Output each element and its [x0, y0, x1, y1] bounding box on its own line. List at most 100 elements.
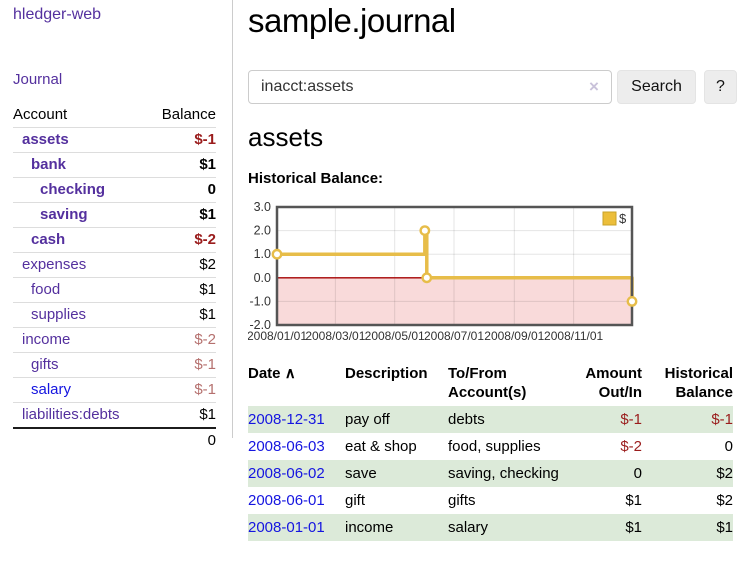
help-button[interactable]: ?	[704, 70, 737, 104]
clear-search-icon[interactable]: ×	[589, 77, 599, 96]
account-link[interactable]: income	[22, 331, 71, 348]
account-balance: $1	[147, 302, 216, 328]
chart-canvas: $3.0 2.0 1.0 0.0 -1.0 -2.02008/01/012008/03/0…	[247, 200, 638, 343]
transaction-date-link[interactable]: 2008-06-03	[248, 438, 325, 455]
account-heading: assets	[248, 122, 324, 152]
transaction-accounts: saving, checking	[448, 465, 559, 482]
transaction-date-link[interactable]: 2008-12-31	[248, 411, 325, 428]
account-balance: $1	[147, 402, 216, 428]
historical-balance-chart: $3.0 2.0 1.0 0.0 -1.0 -2.0 2008/01/01 2008/03/0…	[247, 197, 742, 349]
account-balance: 0	[147, 177, 216, 203]
account-link[interactable]: saving	[40, 206, 88, 223]
account-link[interactable]: checking	[40, 181, 106, 198]
transaction-amount: $1	[625, 519, 642, 536]
transaction-accounts: gifts	[448, 492, 476, 509]
accounts-total-value: 0	[147, 427, 216, 453]
y-axis-tick-label: 0.0	[254, 271, 271, 285]
y-axis-tick-label: 3.0	[254, 200, 271, 214]
transaction-amount: $1	[625, 492, 642, 509]
x-axis-tick-label: 2008/11/01	[544, 329, 603, 343]
search-button[interactable]: Search	[617, 70, 696, 104]
transaction-description: income	[345, 519, 394, 536]
app-brand-link[interactable]: hledger-web	[13, 6, 102, 23]
account-link[interactable]: salary	[31, 381, 72, 398]
account-row: supplies $1	[13, 302, 216, 328]
account-balance: $2	[147, 252, 216, 278]
y-axis-tick-label: -1.0	[249, 294, 271, 308]
account-row: assets $-1	[13, 127, 216, 153]
account-row: saving $1	[13, 202, 216, 228]
account-row: income $-2	[13, 327, 216, 353]
transaction-description: gift	[345, 492, 366, 509]
transaction-balance: 0	[724, 438, 733, 455]
account-link[interactable]: expenses	[22, 256, 87, 273]
register-row: 2008-12-31 pay off debts $-1 $-1	[248, 406, 733, 433]
account-row: bank $1	[13, 152, 216, 178]
account-link[interactable]: bank	[31, 156, 67, 173]
account-balance: $1	[147, 202, 216, 228]
x-axis-tick-label: 2008/01/01	[248, 329, 307, 343]
account-row: liabilities:debts $1	[13, 402, 216, 428]
account-link[interactable]: supplies	[31, 306, 87, 323]
accounts-total-row: 0	[13, 427, 216, 453]
register-header-description: Description	[345, 365, 428, 382]
transaction-balance: $1	[716, 519, 733, 536]
transaction-description: save	[345, 465, 377, 482]
x-axis-tick-label: 2008/07/01	[424, 329, 484, 343]
search-bar: × Search ?	[248, 70, 742, 104]
transaction-date-link[interactable]: 2008-06-01	[248, 492, 325, 509]
account-balance: $1	[147, 152, 216, 178]
account-balance: $-1	[147, 352, 216, 378]
data-point-marker	[421, 272, 433, 284]
account-row: expenses $2	[13, 252, 216, 278]
account-balance: $-1	[147, 127, 216, 153]
transaction-balance: $2	[716, 492, 733, 509]
transaction-description: eat & shop	[345, 438, 417, 455]
transaction-amount: $-1	[620, 411, 642, 428]
x-axis-tick-label: 2008/03/01	[305, 329, 365, 343]
transaction-balance: $-1	[711, 411, 733, 428]
data-point-marker	[626, 296, 638, 307]
register-row: 2008-06-01 gift gifts $1 $2	[248, 487, 733, 514]
register-row: 2008-01-01 income salary $1 $1	[248, 514, 733, 541]
register-header-account: To/From Account(s)	[448, 365, 527, 401]
plot-border	[275, 205, 634, 327]
y-axis-tick-label: 1.0	[254, 247, 271, 261]
register-header-row: Date ∧ Description To/From Account(s) Am…	[248, 360, 733, 406]
search-input[interactable]	[248, 70, 612, 104]
data-point-marker	[419, 225, 431, 236]
y-axis-tick-label: -2.0	[249, 318, 271, 332]
accounts-header-balance: Balance	[161, 106, 216, 123]
account-balance: $1	[147, 277, 216, 303]
page-title: sample.journal	[248, 2, 456, 39]
account-balance: $-1	[147, 377, 216, 403]
account-balance: $-2	[147, 327, 216, 353]
register-header-balance: Historical Balance	[664, 365, 733, 401]
accounts-header-account: Account	[13, 106, 68, 123]
negative-region	[277, 277, 632, 325]
account-row: cash $-2	[13, 227, 216, 253]
transaction-description: pay off	[345, 411, 390, 428]
main-content: sample.journal × Search ? assets Histori…	[247, 0, 742, 582]
account-link[interactable]: cash	[31, 231, 66, 248]
transaction-date-link[interactable]: 2008-01-01	[248, 519, 325, 536]
transaction-amount: 0	[633, 465, 642, 482]
x-axis-tick-label: 2008/05/01	[365, 329, 425, 343]
transaction-amount: $-2	[620, 438, 642, 455]
account-balance: $-2	[147, 227, 216, 253]
account-link[interactable]: gifts	[31, 356, 59, 373]
account-link[interactable]: food	[31, 281, 61, 298]
account-row: checking 0	[13, 177, 216, 203]
register-header-date[interactable]: Date ∧	[248, 365, 296, 382]
sidebar-item-journal[interactable]: Journal	[13, 71, 63, 88]
x-axis-tick-label: 2008/09/01	[484, 329, 544, 343]
transaction-date-link[interactable]: 2008-06-02	[248, 465, 325, 482]
account-link[interactable]: assets	[22, 131, 69, 148]
account-link[interactable]: liabilities:debts	[22, 406, 120, 423]
accounts-total-spacer	[13, 427, 148, 453]
transaction-balance: $2	[716, 465, 733, 482]
register-row: 2008-06-03 eat & shop food, supplies $-2 0	[248, 433, 733, 460]
accounts-header-row: Account Balance	[13, 103, 216, 128]
accounts-table: Account Balance assets $-1 bank $1 checking 0…	[13, 103, 216, 453]
y-axis-tick-label: 2.0	[254, 224, 271, 238]
